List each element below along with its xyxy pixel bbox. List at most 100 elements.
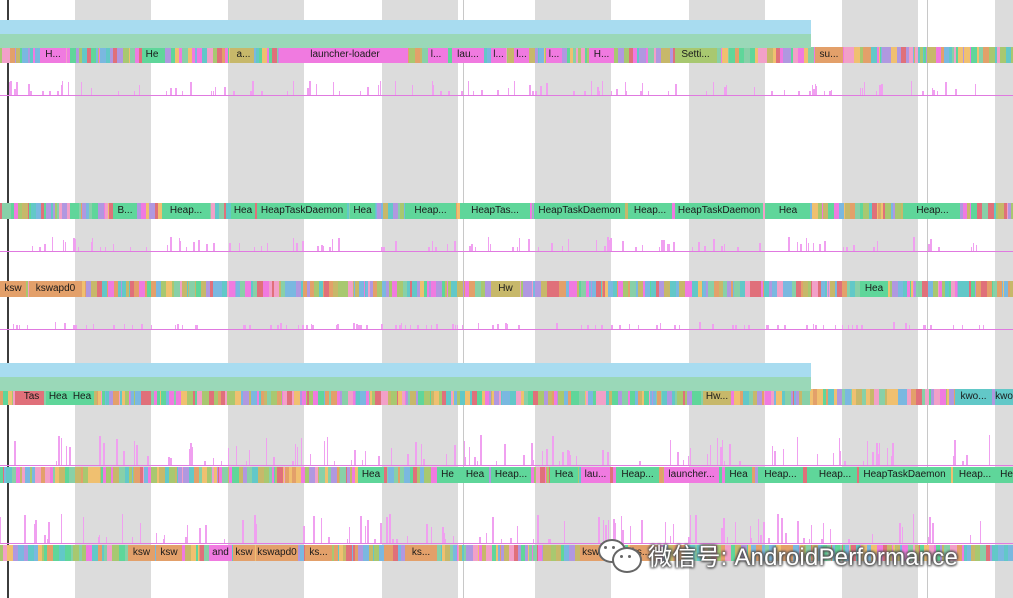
thread-slice[interactable]: [835, 545, 840, 561]
thread-slice[interactable]: [159, 467, 165, 483]
thread-slice[interactable]: [890, 281, 892, 297]
thread-slice[interactable]: [342, 389, 348, 405]
thread-slice[interactable]: [850, 281, 855, 297]
thread-slice[interactable]: [924, 545, 929, 561]
thread-slice[interactable]: [854, 47, 860, 63]
thread-slice[interactable]: [831, 545, 832, 561]
thread-slice[interactable]: [993, 281, 997, 297]
thread-slice[interactable]: [826, 389, 828, 405]
thread-slice[interactable]: [171, 47, 175, 63]
thread-slice[interactable]: [33, 47, 35, 63]
thread-slice[interactable]: [944, 545, 950, 561]
thread-slice[interactable]: [325, 467, 328, 483]
thread-slice[interactable]: [400, 467, 404, 483]
thread-slice[interactable]: [521, 281, 523, 297]
thread-slice[interactable]: [516, 389, 521, 405]
thread-slice[interactable]: [100, 467, 101, 483]
thread-slice[interactable]: [954, 47, 956, 63]
thread-slice[interactable]: [1003, 281, 1004, 297]
thread-slice[interactable]: [269, 281, 272, 297]
thread-slice[interactable]: [28, 47, 30, 63]
thread-slice[interactable]: [315, 467, 318, 483]
thread-slice[interactable]: [132, 467, 133, 483]
thread-slice-labeled[interactable]: Hea: [766, 203, 810, 219]
thread-slice[interactable]: [178, 467, 182, 483]
thread-slice[interactable]: [302, 389, 306, 405]
thread-slice[interactable]: [79, 203, 81, 219]
thread-slice[interactable]: [485, 281, 491, 297]
thread-slice-labeled[interactable]: Heap...: [953, 467, 997, 483]
thread-slice[interactable]: [118, 281, 121, 297]
thread-slice[interactable]: [176, 389, 181, 405]
thread-slice[interactable]: [975, 281, 976, 297]
thread-slice[interactable]: [34, 545, 38, 561]
thread-slice[interactable]: [787, 545, 793, 561]
thread-slice[interactable]: [685, 389, 687, 405]
thread-slice[interactable]: [762, 545, 765, 561]
thread-slice[interactable]: [346, 545, 352, 561]
thread-slice[interactable]: [735, 545, 741, 561]
thread-slice[interactable]: [793, 545, 799, 561]
thread-slice[interactable]: [259, 389, 261, 405]
thread-slice[interactable]: [915, 47, 918, 63]
thread-slice[interactable]: [491, 389, 492, 405]
thread-slice[interactable]: [180, 545, 185, 561]
thread-slice[interactable]: [486, 545, 489, 561]
thread-slice[interactable]: [803, 467, 807, 483]
thread-slice[interactable]: [161, 389, 166, 405]
thread-slice[interactable]: [324, 281, 329, 297]
thread-slice[interactable]: [489, 545, 492, 561]
thread-slice[interactable]: [922, 389, 925, 405]
thread-slice[interactable]: [263, 281, 269, 297]
cpu-track-cpu0[interactable]: H... He a... launcher-loader l... lau... l... l…: [0, 47, 1013, 63]
thread-slice[interactable]: [365, 281, 366, 297]
thread-slice[interactable]: [236, 281, 240, 297]
thread-slice[interactable]: [348, 389, 353, 405]
thread-slice[interactable]: [535, 47, 538, 63]
thread-slice[interactable]: [652, 389, 653, 405]
thread-slice[interactable]: [776, 47, 780, 63]
thread-slice[interactable]: [92, 389, 97, 405]
thread-slice[interactable]: [672, 203, 676, 219]
thread-slice[interactable]: [245, 281, 251, 297]
thread-slice[interactable]: [329, 281, 333, 297]
thread-slice[interactable]: [144, 467, 148, 483]
thread-slice[interactable]: [261, 389, 264, 405]
thread-slice[interactable]: [34, 203, 36, 219]
thread-slice[interactable]: [207, 467, 211, 483]
thread-slice[interactable]: [104, 545, 107, 561]
thread-slice[interactable]: [120, 389, 122, 405]
thread-slice[interactable]: [769, 281, 772, 297]
thread-slice[interactable]: [219, 203, 224, 219]
thread-slice[interactable]: [160, 389, 161, 405]
thread-slice[interactable]: [823, 203, 828, 219]
thread-slice[interactable]: [733, 281, 734, 297]
thread-slice[interactable]: [230, 389, 235, 405]
thread-slice-labeled[interactable]: H...: [40, 47, 66, 63]
thread-slice[interactable]: [175, 47, 179, 63]
thread-slice[interactable]: [827, 545, 831, 561]
thread-slice[interactable]: [855, 203, 860, 219]
thread-slice[interactable]: [475, 281, 481, 297]
thread-slice[interactable]: [892, 281, 898, 297]
thread-slice[interactable]: [427, 281, 429, 297]
thread-slice[interactable]: [840, 545, 842, 561]
thread-slice[interactable]: [368, 281, 370, 297]
thread-slice[interactable]: [906, 47, 909, 63]
thread-slice[interactable]: [911, 389, 916, 405]
thread-slice[interactable]: [133, 467, 134, 483]
thread-slice[interactable]: [763, 281, 764, 297]
thread-slice[interactable]: [642, 389, 644, 405]
thread-slice[interactable]: [97, 389, 98, 405]
thread-slice[interactable]: [761, 281, 763, 297]
thread-slice[interactable]: [545, 467, 546, 483]
thread-slice[interactable]: [135, 389, 141, 405]
thread-slice[interactable]: [764, 281, 769, 297]
thread-slice[interactable]: [862, 389, 866, 405]
thread-slice[interactable]: [528, 389, 533, 405]
thread-slice[interactable]: [55, 203, 57, 219]
thread-slice[interactable]: [430, 389, 431, 405]
thread-slice[interactable]: [1007, 203, 1008, 219]
thread-slice[interactable]: [155, 203, 158, 219]
thread-slice[interactable]: [107, 281, 108, 297]
